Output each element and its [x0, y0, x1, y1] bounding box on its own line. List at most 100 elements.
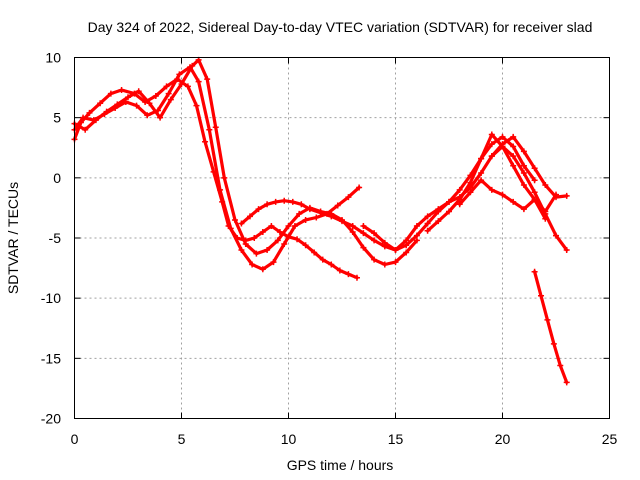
tick-label-layer: 0 5 10 15 20 25 -20 -15 -10 -5 0 5 10 — [41, 50, 618, 448]
x-tick-label: 15 — [388, 431, 404, 447]
data-point — [178, 80, 185, 87]
x-axis-title: GPS time / hours — [287, 457, 394, 473]
data-point — [264, 201, 271, 208]
data-point — [306, 206, 313, 213]
data-point — [80, 114, 87, 121]
data-point — [356, 184, 363, 191]
data-point — [381, 239, 388, 246]
data-point — [520, 162, 527, 169]
data-point — [163, 83, 170, 90]
data-point — [435, 218, 442, 225]
data-point — [542, 208, 549, 215]
data-point — [435, 206, 442, 213]
x-tick-label: 10 — [281, 431, 297, 447]
data-point — [413, 232, 420, 239]
data-point — [403, 237, 410, 244]
data-point — [251, 235, 258, 241]
data-point — [520, 148, 527, 155]
data-point — [212, 124, 219, 131]
data-point — [371, 230, 378, 237]
data-point — [510, 143, 517, 150]
data-point — [152, 93, 159, 100]
data-point — [371, 237, 378, 244]
data-point — [467, 189, 474, 196]
data-point — [542, 215, 549, 222]
data-point — [353, 274, 360, 281]
data-point — [246, 213, 253, 220]
data-point — [360, 244, 367, 251]
data-point — [360, 230, 367, 237]
data-point — [345, 271, 352, 278]
data-point — [413, 222, 420, 229]
data-point — [371, 256, 378, 263]
tick-layer — [74, 57, 610, 419]
data-point — [520, 182, 527, 189]
data-point — [392, 259, 399, 266]
data-point — [317, 209, 324, 216]
data-point — [103, 108, 110, 115]
y-axis-title: SDTVAR / TECUs — [5, 182, 21, 294]
data-point — [446, 208, 452, 215]
data-point — [270, 259, 277, 266]
data-point — [520, 206, 527, 213]
data-point — [298, 201, 305, 208]
data-point — [328, 261, 335, 268]
data-point — [550, 340, 557, 347]
data-point — [311, 249, 318, 256]
data-point — [294, 236, 301, 243]
y-tick-label: -10 — [41, 290, 61, 306]
data-point — [336, 267, 343, 274]
data-point — [542, 182, 549, 189]
data-point — [184, 83, 191, 90]
data-point — [242, 241, 249, 248]
chart-title: Day 324 of 2022, Sidereal Day-to-day VTE… — [88, 19, 593, 35]
data-point — [107, 90, 114, 97]
x-tick-label: 20 — [495, 431, 511, 447]
y-tick-label: -20 — [41, 411, 61, 427]
series-line — [490, 135, 569, 199]
y-tick-label: 0 — [53, 170, 61, 186]
data-point — [488, 141, 495, 148]
data-point — [563, 379, 570, 386]
data-point — [403, 249, 410, 256]
data-point — [334, 202, 341, 209]
series-line — [239, 135, 537, 252]
data-point — [381, 261, 388, 268]
data-point — [531, 196, 538, 203]
data-point — [291, 222, 298, 229]
y-tick-label: -5 — [49, 230, 62, 246]
data-point — [259, 266, 266, 273]
series-line — [72, 77, 359, 280]
y-tick-label: -15 — [41, 350, 61, 366]
series-line — [426, 132, 558, 233]
y-tick-label: 10 — [45, 50, 61, 66]
data-point — [424, 220, 431, 227]
data-point — [281, 241, 288, 248]
data-point — [274, 237, 281, 244]
series-line — [72, 65, 361, 271]
data-point — [114, 101, 121, 108]
series-pass-2 — [71, 64, 363, 273]
data-point — [193, 102, 200, 109]
series-pass-7 — [456, 177, 549, 222]
data-point — [204, 76, 211, 83]
data-point — [349, 222, 356, 229]
data-point — [456, 201, 463, 208]
data-point — [285, 222, 292, 229]
data-point — [133, 102, 140, 109]
data-point — [302, 216, 309, 223]
series-pass-8 — [488, 133, 570, 201]
x-tick-label: 25 — [602, 431, 618, 447]
series-line — [72, 58, 419, 267]
data-point — [499, 141, 506, 148]
data-point — [259, 228, 266, 235]
data-point — [255, 206, 262, 213]
data-point — [82, 126, 89, 133]
data-point — [510, 153, 517, 160]
data-point — [217, 186, 224, 193]
data-point — [328, 213, 335, 220]
data-point — [289, 198, 296, 205]
data-point — [499, 191, 506, 198]
data-point — [165, 90, 172, 97]
data-point — [360, 222, 367, 229]
